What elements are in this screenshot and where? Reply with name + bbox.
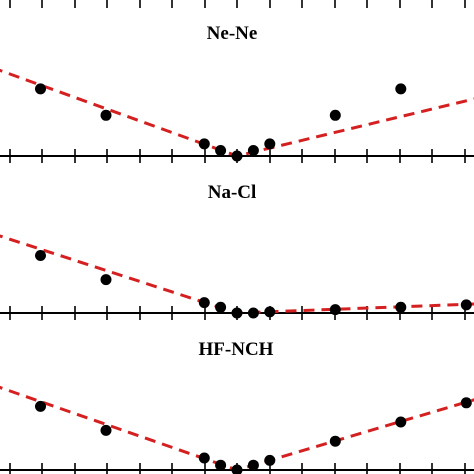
data-point [35,250,46,261]
panel-na-cl: Na-Cl [0,182,474,320]
data-point [198,138,210,150]
data-point [35,83,46,95]
data-point [460,397,472,409]
data-point [247,145,259,156]
panel-title-ne-ne: Ne-Ne [207,23,258,44]
data-point [198,452,210,464]
data-point [395,301,407,313]
data-point [395,83,407,95]
data-point [460,299,472,311]
data-point [215,145,227,156]
fit-line [0,68,474,158]
data-point [231,150,243,162]
panel-title-na-cl: Na-Cl [208,182,257,203]
data-point [100,274,112,286]
data-point [264,138,276,150]
data-point [231,307,243,319]
data-point [329,435,341,447]
data-point [329,109,341,121]
data-point [35,400,46,412]
fit-line [0,385,474,472]
panel-ne-ne: Ne-Ne [0,0,474,163]
data-point [247,459,259,471]
data-point [395,416,407,428]
fit-line [0,234,474,315]
data-point [215,301,227,313]
data-point [100,109,112,121]
data-point [329,304,341,316]
panel-title-hf-nch: HF-NCH [199,339,274,360]
data-point [215,459,227,471]
data-point [264,454,276,466]
data-point [231,464,243,474]
data-point [198,297,210,309]
data-point [247,307,259,319]
panel-hf-nch: HF-NCH [0,339,474,474]
data-point [264,306,276,318]
data-point [100,424,112,436]
